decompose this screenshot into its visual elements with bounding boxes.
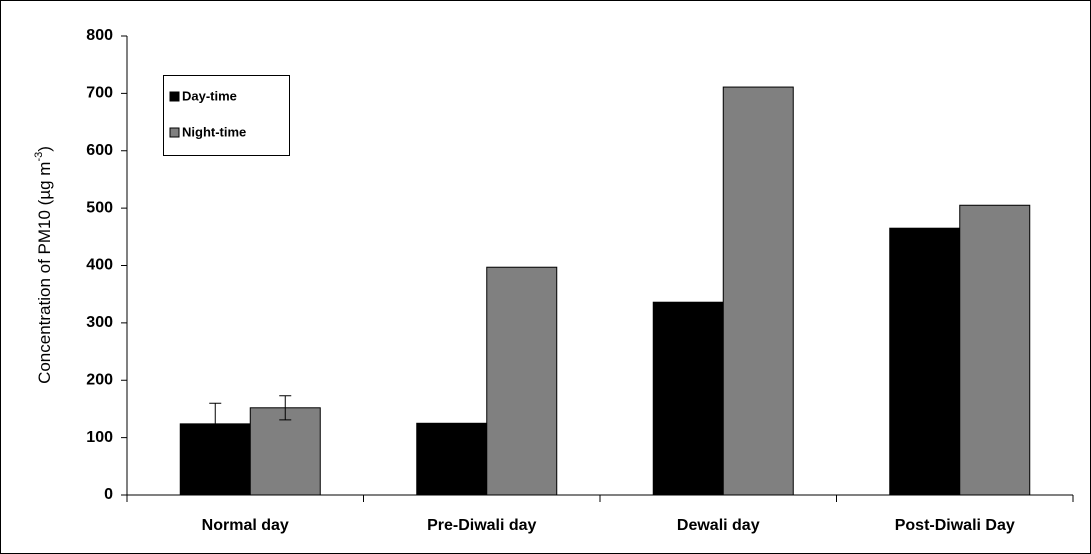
y-tick-label: 0 (104, 486, 113, 503)
y-tick-label: 600 (86, 142, 113, 159)
legend-box (163, 75, 290, 156)
bar (249, 407, 321, 496)
bar (652, 301, 724, 496)
y-tick-label: 200 (86, 371, 113, 388)
x-tick-label: Normal day (202, 517, 289, 534)
y-tick-label: 400 (86, 257, 113, 274)
error-bar (279, 395, 292, 421)
bar (959, 204, 1031, 496)
error-bar (209, 402, 222, 446)
y-tick-label: 100 (86, 429, 113, 446)
legend-label: Day-time (182, 88, 237, 103)
bar (722, 86, 794, 496)
bar (486, 266, 558, 496)
legend-swatch (169, 91, 180, 102)
y-tick-label: 800 (86, 27, 113, 44)
legend-label: Night-time (182, 124, 246, 139)
x-tick-label: Post-Diwali Day (895, 517, 1015, 534)
y-tick-label: 300 (86, 314, 113, 331)
y-tick-label: 700 (86, 85, 113, 102)
bar (416, 422, 488, 496)
x-tick-label: Pre-Diwali day (427, 517, 536, 534)
y-tick-label: 500 (86, 199, 113, 216)
bar (889, 227, 961, 496)
y-axis-label: Concentration of PM10 (µg m-3) (33, 146, 55, 384)
x-tick-label: Dewali day (677, 517, 760, 534)
legend-swatch (169, 127, 180, 138)
